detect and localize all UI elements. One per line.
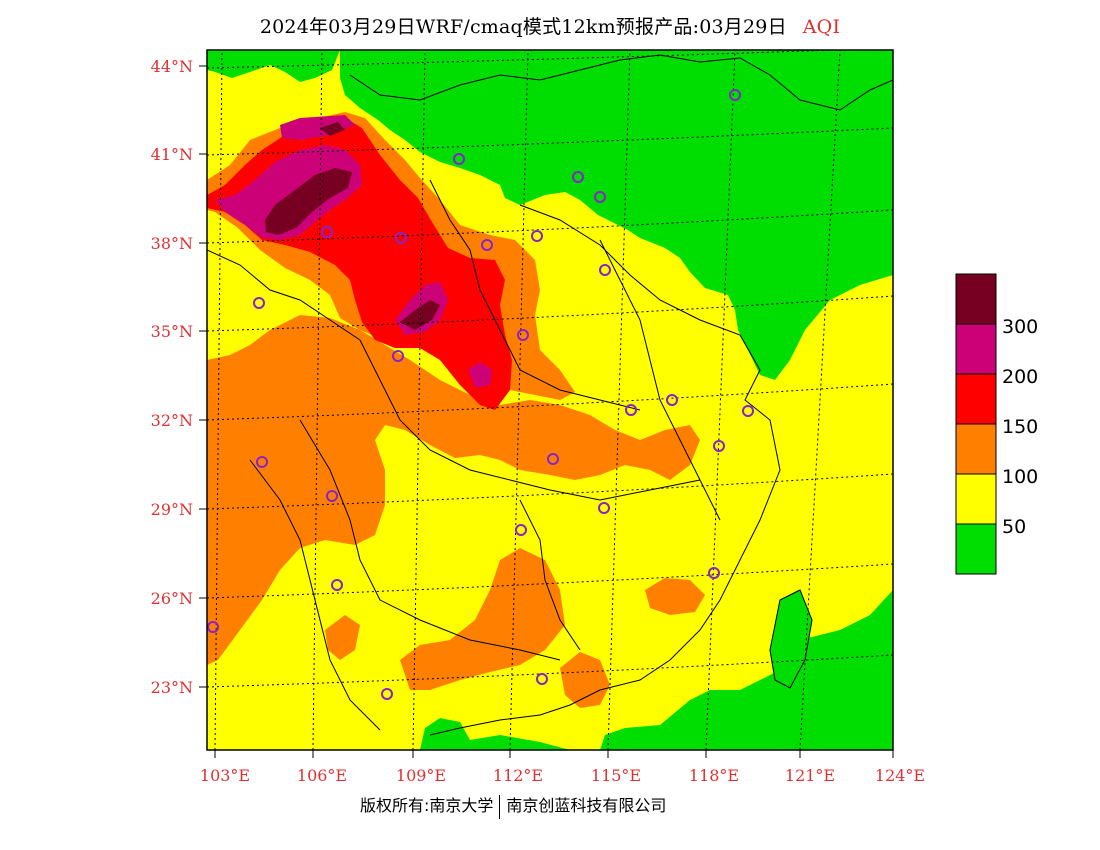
aqi-band-200-300-ningxia <box>280 115 355 140</box>
legend-swatch-200-300 <box>956 324 996 374</box>
site-marker <box>594 191 606 203</box>
legend-label: 50 <box>1002 516 1026 538</box>
map-frame <box>206 49 894 751</box>
aqi-band-100-150-pearl <box>560 652 610 708</box>
site-marker <box>481 239 493 251</box>
aqi-band-0-50-south-coast <box>420 718 570 750</box>
aqi-band-100-150-yunnan <box>325 615 360 660</box>
legend-swatch-100-150 <box>956 424 996 474</box>
site-marker <box>536 673 548 685</box>
site-marker <box>515 524 527 536</box>
aqi-band-100-150-guangxi <box>400 548 565 690</box>
site-marker <box>517 329 529 341</box>
lat-label: 44°N <box>151 57 193 76</box>
longitude-labels: 103°E 106°E 109°E 112°E 115°E 118°E 121°… <box>200 766 925 785</box>
site-marker <box>708 567 720 579</box>
lat-label: 26°N <box>151 589 193 608</box>
site-marker <box>598 502 610 514</box>
site-marker <box>599 264 611 276</box>
lon-label: 106°E <box>297 766 347 785</box>
lon-label: 124°E <box>875 766 925 785</box>
legend-label: 100 <box>1002 466 1038 488</box>
site-marker <box>207 621 219 633</box>
lon-label: 115°E <box>591 766 641 785</box>
title-text: 2024年03月29日WRF/cmaq模式12km预报产品:03月29日 <box>259 16 787 38</box>
aqi-band-100-150-southwest <box>207 315 700 665</box>
legend-swatch-300-plus <box>956 274 996 324</box>
legend-label: 200 <box>1002 366 1038 388</box>
site-marker <box>253 297 265 309</box>
aqi-band-300-plus-north <box>265 168 352 235</box>
footer-separator <box>499 794 501 819</box>
lon-label: 103°E <box>200 766 250 785</box>
aqi-band-100-150-fujian <box>645 578 705 615</box>
site-marker <box>729 89 741 101</box>
copyright-owner: 版权所有:南京大学 <box>360 796 494 815</box>
site-marker <box>547 453 559 465</box>
map-title: 2024年03月29日WRF/cmaq模式12km预报产品:03月29日 AQI <box>0 12 1100 39</box>
lat-label: 38°N <box>151 234 193 253</box>
graticule <box>207 50 893 750</box>
lon-label: 112°E <box>493 766 543 785</box>
lat-label: 23°N <box>151 678 193 697</box>
lon-label: 118°E <box>689 766 739 785</box>
lon-label: 109°E <box>396 766 446 785</box>
aqi-band-0-50-taiwan <box>770 590 812 688</box>
legend-label: 150 <box>1002 416 1038 438</box>
axis-ticks <box>199 65 894 758</box>
aqi-band-300-plus-top <box>320 122 345 136</box>
copyright-company: 南京创蓝科技有限公司 <box>506 796 667 815</box>
site-marker <box>666 394 678 406</box>
legend-swatch-150-200 <box>956 374 996 424</box>
site-marker <box>381 688 393 700</box>
copyright-footer: 版权所有:南京大学 南京创蓝科技有限公司 <box>360 792 666 819</box>
legend-swatch-0-50 <box>956 524 996 574</box>
site-marker <box>331 579 343 591</box>
site-marker <box>713 440 725 452</box>
site-marker <box>572 171 584 183</box>
latitude-labels: 44°N 41°N 38°N 35°N 32°N 29°N 26°N 23°N <box>151 57 193 697</box>
map-area <box>207 50 893 750</box>
site-marker <box>326 490 338 502</box>
site-marker <box>453 153 465 165</box>
site-marker <box>625 404 637 416</box>
aqi-band-200-300-north <box>215 145 362 240</box>
lat-label: 32°N <box>151 411 193 430</box>
site-marker <box>395 232 407 244</box>
lat-label: 35°N <box>151 322 193 341</box>
aqi-band-0-50-southeast <box>600 590 893 750</box>
aqi-band-200-300-henan <box>468 362 492 388</box>
site-marker <box>321 226 333 238</box>
legend-label: 300 <box>1002 316 1038 338</box>
site-marker <box>256 456 268 468</box>
variable-label: AQI <box>802 16 841 38</box>
lat-label: 29°N <box>151 500 193 519</box>
legend: 300 200 150 100 50 <box>955 273 1038 575</box>
aqi-band-0-50-north <box>340 50 893 380</box>
site-marker <box>392 350 404 362</box>
lon-label: 121°E <box>785 766 835 785</box>
site-marker <box>531 230 543 242</box>
lat-label: 41°N <box>151 145 193 164</box>
site-marker <box>742 405 754 417</box>
site-markers <box>207 89 754 700</box>
legend-swatch-50-100 <box>956 474 996 524</box>
